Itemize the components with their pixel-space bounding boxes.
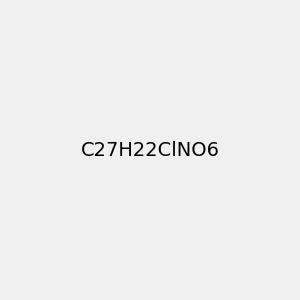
Text: C27H22ClNO6: C27H22ClNO6 xyxy=(80,140,220,160)
